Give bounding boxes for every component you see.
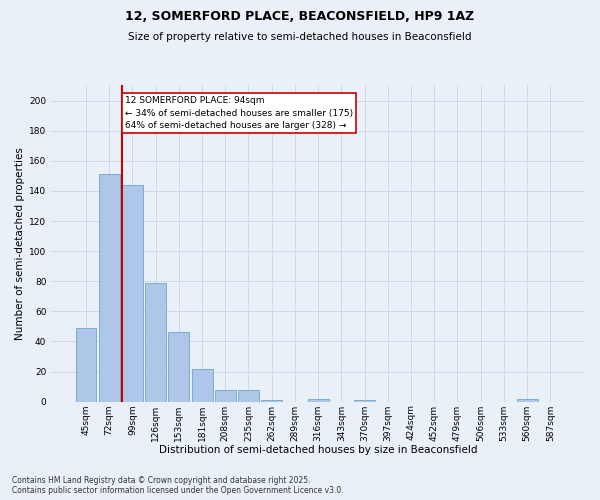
Bar	[99, 174, 119, 402]
Bar	[238, 390, 259, 402]
Bar	[517, 398, 538, 402]
Text: Contains HM Land Registry data © Crown copyright and database right 2025.
Contai: Contains HM Land Registry data © Crown c…	[12, 476, 344, 495]
Text: 12, SOMERFORD PLACE, BEACONSFIELD, HP9 1AZ: 12, SOMERFORD PLACE, BEACONSFIELD, HP9 1…	[125, 10, 475, 23]
Bar	[191, 368, 212, 402]
Bar	[215, 390, 236, 402]
Text: 12 SOMERFORD PLACE: 94sqm
← 34% of semi-detached houses are smaller (175)
64% of: 12 SOMERFORD PLACE: 94sqm ← 34% of semi-…	[125, 96, 353, 130]
Bar	[354, 400, 375, 402]
Bar	[145, 282, 166, 402]
Bar	[261, 400, 282, 402]
Y-axis label: Number of semi-detached properties: Number of semi-detached properties	[15, 147, 25, 340]
Bar	[122, 185, 143, 402]
Bar	[169, 332, 189, 402]
Bar	[76, 328, 97, 402]
Bar	[308, 398, 329, 402]
Text: Size of property relative to semi-detached houses in Beaconsfield: Size of property relative to semi-detach…	[128, 32, 472, 42]
X-axis label: Distribution of semi-detached houses by size in Beaconsfield: Distribution of semi-detached houses by …	[159, 445, 478, 455]
